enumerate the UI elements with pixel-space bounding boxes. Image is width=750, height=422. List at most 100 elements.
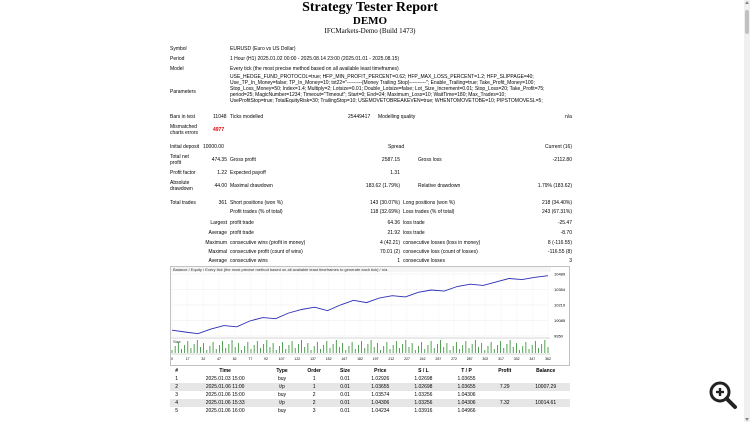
mismatch-label: Mismatched charts errors [170,124,199,136]
avg-profit-value: 21.92 [387,230,400,236]
mismatch-value: 4977 [213,127,225,133]
short-positions-value: 143 (30.07%) [369,200,400,206]
max-wins-value: 4 (42.21) [379,240,400,246]
balance-line [171,275,549,335]
relative-drawdown-value: 1.79% (183.62) [537,183,572,189]
x-tick-label: 122 [294,357,300,361]
average2-label: Average [208,258,227,264]
table-row: 1 2025.01.03 15:00 buy 1 0.01 1.02926 1.02698 1… [175,376,476,382]
x-tick-label: 107 [279,357,285,361]
size-label: Size [173,339,182,344]
spread-label: Spread [388,144,405,150]
average-label: Average [208,230,227,236]
gross-loss-value: -2112.80 [552,157,572,163]
balance-chart: Balance / Equity / Every tick (the most … [170,266,570,366]
absolute-drawdown-label: Absolute drawdown [170,180,193,192]
x-tick-label: 317 [498,357,504,361]
avg-loss-value: -8.70 [560,230,572,236]
x-tick-label: 47 [217,357,221,361]
x-tick-label: 17 [186,357,190,361]
initial-deposit-label: Initial deposit [170,144,200,150]
max-drawdown-value: 183.62 (1.79%) [365,183,400,189]
x-tick-label: 167 [341,357,347,361]
x-tick-label: 347 [529,357,535,361]
net-profit-label: Total net profit [170,154,189,166]
net-profit-value: 474.35 [211,157,227,163]
report-subtitle: DEMO [352,15,388,27]
x-tick-label: 77 [248,357,252,361]
avg-losses-label: consecutive losses [403,258,445,264]
col-sl: S / L [418,368,429,374]
avg-wins-value: 1 [397,258,400,264]
gross-loss-label: Gross loss [418,157,442,163]
vertical-scrollbar[interactable] [744,0,750,422]
expected-payoff-label: Expected payoff [230,170,266,176]
largest-profit-label: profit trade [230,220,254,226]
col-num: # [175,368,178,374]
col-balance: Balance [536,368,556,374]
x-tick-label: 272 [451,357,457,361]
largest-loss-value: -25.47 [557,220,572,226]
x-tick-label: 242 [420,357,426,361]
gross-profit-value: 2587.15 [381,157,400,163]
x-tick-label: 182 [357,357,363,361]
chart-legend: Balance / Equity / Every tick (the most … [173,267,388,272]
largest-label: Largest [210,220,227,226]
long-positions-label: Long positions (won %) [403,200,455,206]
relative-drawdown-label: Relative drawdown [418,183,461,189]
largest-profit-value: 64.36 [387,220,400,226]
maximal-loss-label: consecutive loss (count of losses) [403,249,478,255]
period-value: 1 Hour (H1) 2025.01.02 00:00 - 2025.08.1… [230,56,400,62]
x-tick-label: 32 [201,357,205,361]
symbol-label: Symbol [170,46,187,52]
col-time: Time [219,368,231,374]
y-tick-label: 10085 [554,318,566,323]
loss-trades-value: 243 (67.31%) [541,209,572,215]
zoom-in-icon[interactable] [708,380,738,410]
absolute-drawdown-value: 44.00 [214,183,227,189]
avg-losses-value: 3 [569,258,572,264]
x-tick-label: 332 [514,357,520,361]
loss-trades-label: Loss trades (% of total) [403,209,455,215]
col-type: Type [276,368,288,374]
table-row: 2 2025.01.06 11:00 t/p 1 0.01 1.03655 1.02698 1… [170,383,570,391]
params-value: USE_HEDGE_FUND_PROTOCOL=true; HFP_MIN_PR… [230,74,545,104]
short-positions-label: Short positions (won %) [230,200,283,206]
maximal-profit-label: consecutive profit (count of wins) [230,249,303,255]
maximum-label: Maximum [205,240,227,246]
x-tick-label: 227 [404,357,410,361]
quality-label: Modelling quality [378,114,416,120]
bars-label: Bars in test [170,114,196,120]
period-label: Period [170,56,185,62]
profit-trades-value: 118 (32.69%) [370,209,400,215]
report-title: Strategy Tester Report [302,0,438,15]
x-tick-label: 62 [233,357,237,361]
maximal-label: Maximal [208,249,227,255]
report-server: IFCMarkets-Demo (Build 1473) [324,27,416,35]
maximal-profit-value: 70.01 (2) [379,249,400,255]
col-profit: Profit [498,368,512,374]
scroll-down-arrow-icon[interactable] [745,418,749,421]
x-tick-label: 302 [482,357,488,361]
avg-profit-label: profit trade [230,230,254,236]
total-trades-label: Total trades [170,200,196,206]
y-tick-label: 10219 [554,303,566,308]
max-losses-value: 8 (-116.55) [547,240,572,246]
x-tick-label: 212 [388,357,394,361]
x-tick-label: 0 [171,357,173,361]
col-size: Size [340,368,351,374]
scroll-up-arrow-icon[interactable] [745,1,749,4]
profit-factor-value: 1.22 [217,170,227,176]
y-tick-label: 10354 [554,287,566,292]
table-row: 3 2025.01.06 15:00 buy 2 0.01 1.03574 1.03256 1… [175,392,476,398]
avg-wins-label: consecutive wins [230,258,268,264]
initial-deposit-value: 10000.00 [203,144,224,150]
col-tp: T / P [461,368,472,374]
maximal-loss-value: -116.55 (8) [547,249,572,255]
model-label: Model [170,66,184,72]
ticks-label: Ticks modelled [230,114,264,120]
profit-trades-label: Profit trades (% of total) [230,209,283,215]
scrollbar-thumb[interactable] [745,10,749,34]
y-tick-label: 9950 [554,334,564,339]
max-losses-label: consecutive losses (loss in money) [403,240,481,246]
